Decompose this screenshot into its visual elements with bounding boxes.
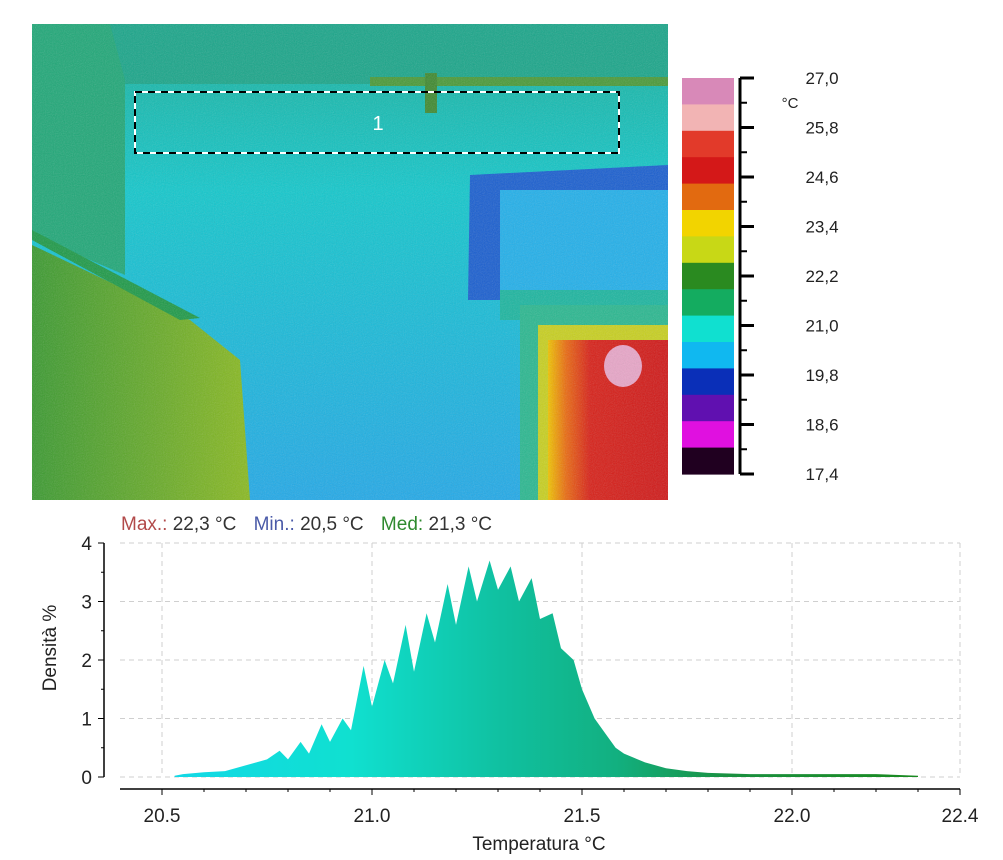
density-area (174, 560, 919, 777)
x-tick-label: 22.0 (774, 806, 811, 827)
colorbar-band (682, 342, 734, 369)
svg-text:Max.: 22,3 °C Min.: Max.: 22,3 °C Min.: 20,5 °C Med: 21,3 °C (121, 514, 492, 535)
x-tick-label: 21.5 (564, 806, 601, 827)
colorbar-tick-label: 17,4 (805, 465, 838, 484)
colorbar-tick-label: 23,4 (805, 218, 838, 237)
plot-area: 0 1 2 3 4 20.5 21.0 21.5 22.0 22.4 (81, 534, 978, 827)
colorbar-band (682, 368, 734, 396)
colorbar-tick-label: 18,6 (805, 416, 838, 435)
thermal-figure: 1 27,0 25,8 24,6 23,4 22,2 21,0 19,8 18,6 17,4 °… (32, 24, 839, 500)
y-tick-label: 2 (81, 651, 92, 672)
colorbar-tick-label: 27,0 (805, 69, 838, 88)
colorbar-band (682, 262, 734, 290)
colorbar-band (682, 447, 734, 475)
colorbar-tick-label: 21,0 (805, 317, 838, 336)
colorbar-band (682, 210, 734, 237)
colorbar-gradient (682, 78, 734, 475)
colorbar-tick-label: 22,2 (805, 267, 838, 286)
stat-max-label: Max.: (121, 514, 167, 535)
stat-mean-value: 21,3 °C (428, 514, 492, 535)
y-tick-label: 0 (81, 768, 92, 789)
colorbar-band (682, 394, 734, 422)
colorbar-tick-label: 19,8 (805, 366, 838, 385)
y-tick-label: 4 (81, 534, 92, 555)
colorbar-band (682, 315, 734, 343)
histogram-chart: Max.: 22,3 °C Min.: 20,5 °C Med: 21,3 °C… (40, 514, 979, 855)
colorbar-band (682, 236, 734, 264)
colorbar-band (682, 183, 734, 211)
stats-line: Max.: 22,3 °C Min.: 20,5 °C Med: 21,3 °C (121, 514, 492, 535)
stat-min-value: 20,5 °C (300, 514, 364, 535)
colorbar-band (682, 289, 734, 317)
colorbar-band (682, 104, 734, 132)
x-axis-label: Temperatura °C (472, 834, 605, 855)
colorbar-tick-label: 24,6 (805, 168, 838, 187)
colorbar-tick-label: 25,8 (805, 119, 838, 138)
y-tick-label: 3 (81, 593, 92, 614)
colorbar: 27,0 25,8 24,6 23,4 22,2 21,0 19,8 18,6 17,4 °C (682, 69, 839, 484)
stat-mean-label: Med: (381, 514, 423, 535)
y-tick-label: 1 (81, 710, 92, 731)
stat-min-label: Min.: (254, 514, 295, 535)
colorbar-band (682, 78, 734, 105)
roi-label: 1 (372, 113, 383, 135)
stat-max-value: 22,3 °C (173, 514, 237, 535)
colorbar-band (682, 421, 734, 449)
colorbar-band (682, 130, 734, 158)
x-tick-label: 21.0 (354, 806, 391, 827)
x-tick-label: 20.5 (144, 806, 181, 827)
colorbar-unit: °C (782, 95, 799, 112)
colorbar-band (682, 157, 734, 185)
thermal-image: 1 (32, 24, 668, 500)
y-axis-label: Densità % (40, 605, 61, 692)
x-tick-label: 22.4 (942, 806, 979, 827)
